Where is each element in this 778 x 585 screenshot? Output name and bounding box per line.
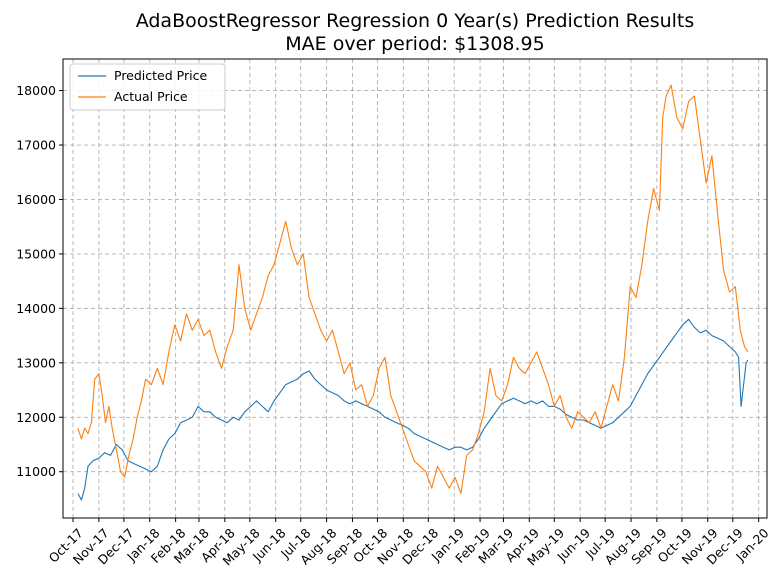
series-line-actual xyxy=(77,84,749,495)
y-tick-label: 17000 xyxy=(16,138,56,153)
legend-box xyxy=(69,63,226,111)
plot-frame xyxy=(62,58,768,519)
series-lines xyxy=(77,84,749,501)
y-tick-label: 13000 xyxy=(16,355,56,370)
y-axis: 11000 12000 13000 14000 15000 16000 17000 18000 xyxy=(16,83,63,479)
legend-label-predicted: Predicted Price xyxy=(114,68,207,83)
y-tick-label: 14000 xyxy=(16,301,56,316)
chart-title: AdaBoostRegressor Regression 0 Year(s) P… xyxy=(136,10,695,32)
y-tick-label: 15000 xyxy=(16,246,56,261)
y-tick-label: 12000 xyxy=(16,410,56,425)
chart-subtitle: MAE over period: $1308.95 xyxy=(285,33,544,55)
y-tick-label: 18000 xyxy=(16,83,56,98)
legend-label-actual: Actual Price xyxy=(114,89,188,104)
y-tick-label: 11000 xyxy=(16,464,56,479)
y-tick-label: 16000 xyxy=(16,192,56,207)
legend: Predicted Price Actual Price xyxy=(69,63,226,111)
gridlines xyxy=(63,59,767,518)
series-line-predicted xyxy=(77,318,749,501)
